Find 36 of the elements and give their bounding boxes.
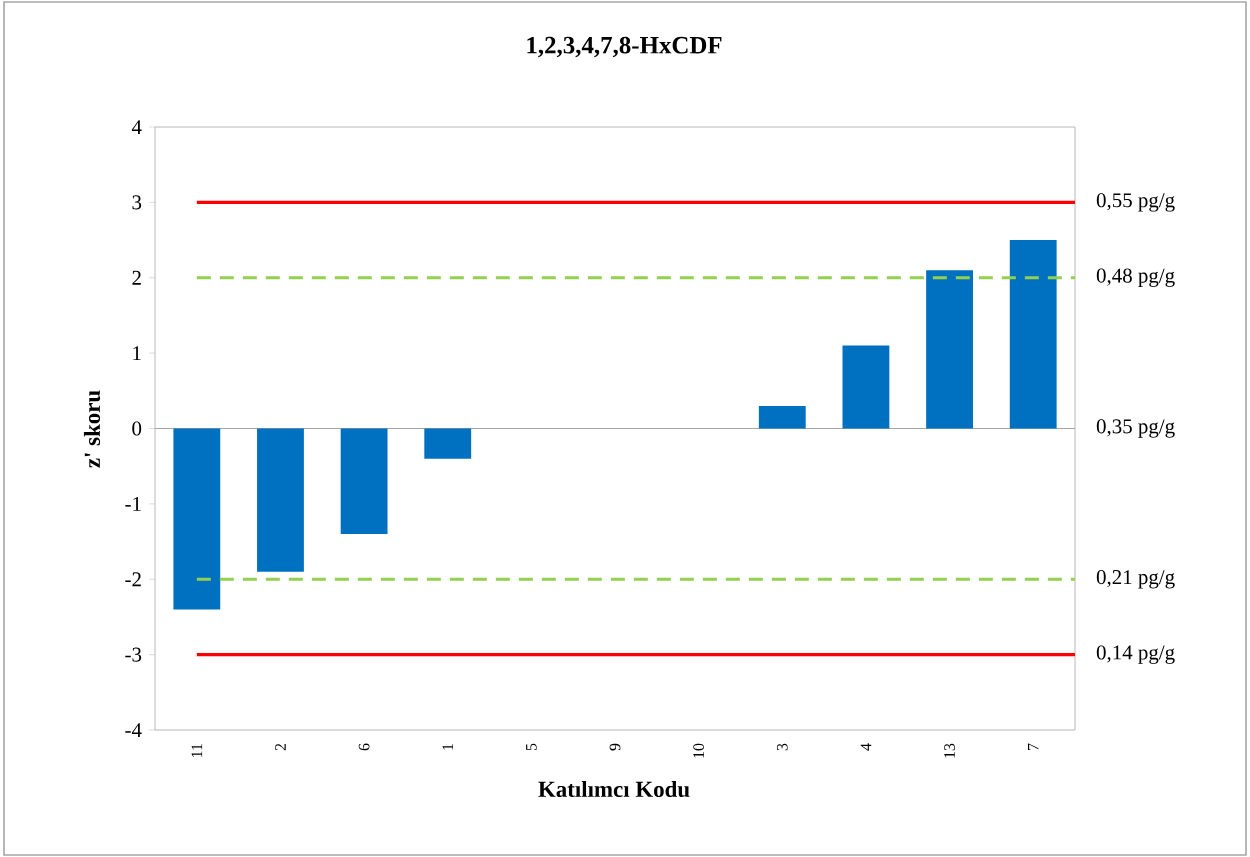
bar (758, 405, 806, 429)
chart-title: 1,2,3,4,7,8-HxCDF (527, 36, 722, 58)
y-tick-label: -2 (125, 572, 141, 587)
y-tick-label: 0 (132, 421, 142, 436)
bar (340, 428, 388, 535)
x-tick-label: 7 (1027, 743, 1039, 750)
x-tick-label: 1 (442, 744, 453, 750)
y-axis-title: z' skoru (83, 390, 101, 468)
ref-line-label: 0,48 pg/g (1096, 268, 1175, 287)
x-axis-title: Katılımcı Kodu (538, 780, 690, 798)
bar (424, 428, 472, 459)
x-tick-label: 3 (776, 743, 788, 751)
x-tick-label: 10 (693, 743, 705, 758)
x-tick-label: 6 (358, 743, 370, 751)
bar (257, 428, 304, 572)
ref-line-label: 0,14 pg/g (1096, 645, 1175, 664)
x-tick-label: 13 (944, 743, 955, 758)
y-tick-label: 1 (133, 346, 141, 361)
y-tick-label: -1 (125, 496, 141, 511)
bar (926, 270, 973, 429)
y-tick-label: 3 (132, 195, 142, 210)
y-tick-label: -3 (125, 647, 142, 662)
bar (1009, 240, 1057, 429)
y-tick-label: -4 (125, 723, 142, 737)
x-tick-label: 9 (609, 743, 621, 751)
x-tick-label: 4 (860, 743, 872, 751)
x-tick-label: 5 (526, 743, 537, 751)
y-tick-label: 4 (131, 120, 142, 134)
text: 0,35 pg/g (1096, 419, 1175, 438)
bar (842, 345, 890, 429)
y-tick-label: 2 (132, 270, 141, 285)
bar (173, 428, 221, 610)
ref-line-label: 0,55 pg/g (1096, 193, 1175, 212)
x-tick-label: 11 (191, 744, 203, 757)
ref-line-label: 0,21 pg/g (1096, 570, 1175, 589)
x-tick-label: 2 (275, 743, 286, 751)
